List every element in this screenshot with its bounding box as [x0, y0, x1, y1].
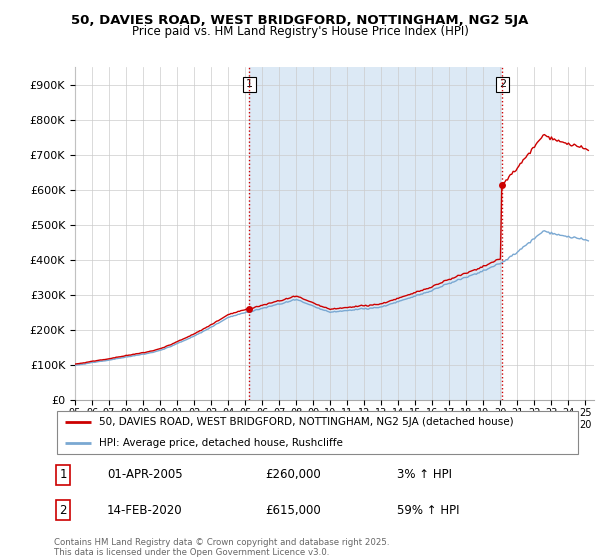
Text: 2: 2	[499, 80, 506, 90]
Bar	[250, 67, 502, 400]
Text: 1: 1	[246, 80, 253, 90]
Text: Price paid vs. HM Land Registry's House Price Index (HPI): Price paid vs. HM Land Registry's House …	[131, 25, 469, 38]
Text: 50, DAVIES ROAD, WEST BRIDGFORD, NOTTINGHAM, NG2 5JA: 50, DAVIES ROAD, WEST BRIDGFORD, NOTTING…	[71, 14, 529, 27]
FancyBboxPatch shape	[56, 410, 578, 455]
Text: 2: 2	[59, 504, 67, 517]
Text: 01-APR-2005: 01-APR-2005	[107, 468, 182, 482]
Text: 59% ↑ HPI: 59% ↑ HPI	[397, 504, 460, 517]
Text: 50, DAVIES ROAD, WEST BRIDGFORD, NOTTINGHAM, NG2 5JA (detached house): 50, DAVIES ROAD, WEST BRIDGFORD, NOTTING…	[99, 417, 514, 427]
Text: Contains HM Land Registry data © Crown copyright and database right 2025.
This d: Contains HM Land Registry data © Crown c…	[54, 538, 389, 557]
Text: 1: 1	[59, 468, 67, 482]
Text: £615,000: £615,000	[265, 504, 321, 517]
Text: 14-FEB-2020: 14-FEB-2020	[107, 504, 182, 517]
Text: HPI: Average price, detached house, Rushcliffe: HPI: Average price, detached house, Rush…	[99, 438, 343, 448]
Text: 3% ↑ HPI: 3% ↑ HPI	[397, 468, 452, 482]
Text: £260,000: £260,000	[265, 468, 321, 482]
